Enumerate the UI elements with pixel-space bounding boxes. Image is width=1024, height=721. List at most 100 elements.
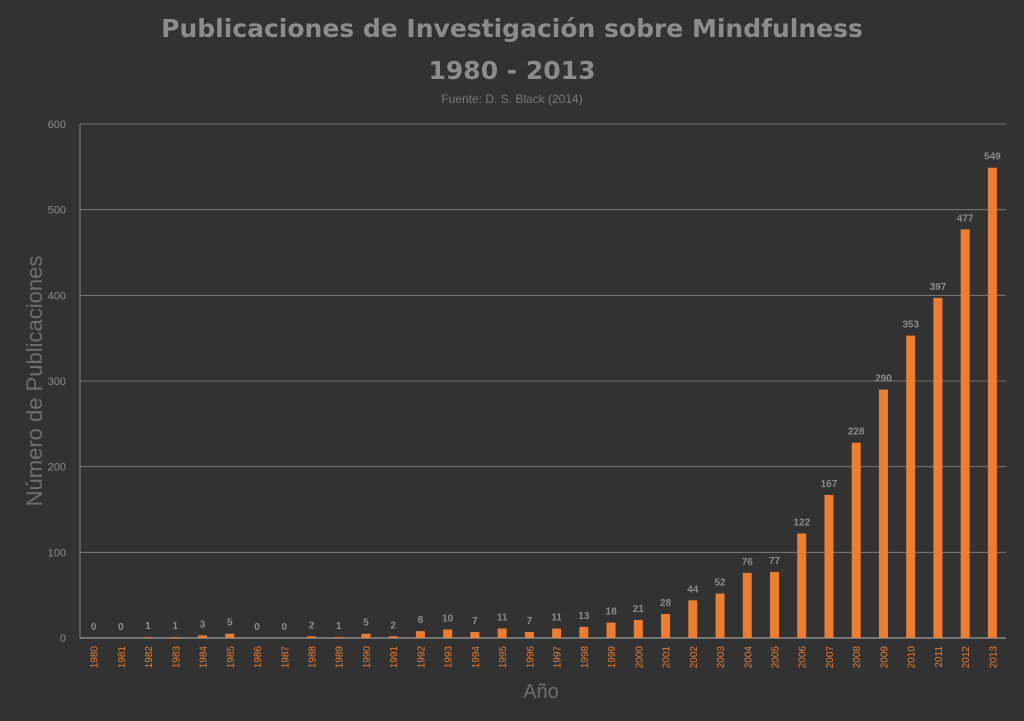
bar	[334, 637, 344, 638]
data-label: 549	[984, 152, 1001, 163]
x-tick-label: 1986	[253, 646, 264, 669]
x-tick-label: 2002	[689, 646, 700, 669]
bar	[443, 629, 453, 638]
bar	[770, 572, 779, 638]
bar	[960, 229, 970, 638]
bar	[661, 614, 671, 638]
data-label: 44	[687, 584, 699, 595]
bar	[198, 635, 208, 638]
data-label: 76	[742, 557, 754, 568]
x-tick-label: 1999	[607, 646, 618, 669]
data-label: 7	[527, 616, 533, 627]
x-tick-label: 2010	[907, 646, 918, 669]
y-tick-label: 0	[60, 633, 66, 645]
bar	[742, 572, 752, 638]
data-label: 353	[902, 320, 919, 331]
data-label: 8	[418, 615, 424, 626]
x-tick-label: 1987	[280, 646, 291, 669]
data-label: 2	[390, 620, 396, 631]
data-label: 28	[660, 598, 672, 609]
bar	[933, 297, 943, 638]
bar	[906, 335, 916, 638]
x-axis-title: Año	[523, 681, 559, 703]
data-label: 3	[200, 619, 206, 630]
x-tick-label: 1983	[171, 646, 182, 669]
chart-title: Publicaciones de Investigación sobre Min…	[161, 14, 863, 43]
y-tick-label: 400	[48, 290, 66, 302]
bar	[633, 620, 643, 638]
bar	[824, 494, 834, 638]
x-tick-label: 2005	[771, 646, 782, 669]
x-tick-label: 1989	[335, 646, 346, 669]
data-label: 21	[633, 604, 645, 615]
data-label: 290	[875, 374, 892, 385]
bar	[987, 167, 997, 638]
y-tick-label: 300	[48, 376, 66, 388]
bar	[524, 632, 534, 638]
x-tick-label: 1991	[389, 646, 400, 669]
data-label: 52	[714, 577, 726, 588]
y-tick-label: 500	[48, 205, 66, 217]
bar	[851, 442, 861, 638]
y-tick-label: 600	[48, 119, 66, 131]
y-axis-title: Número de Publicaciones	[22, 256, 47, 507]
x-tick-label: 1990	[362, 646, 373, 669]
x-tick-label: 2012	[961, 646, 972, 669]
data-label: 2	[309, 620, 315, 631]
data-label: 1	[145, 621, 151, 632]
x-tick-label: 2011	[934, 646, 945, 668]
bar	[579, 626, 589, 638]
bar	[497, 628, 507, 638]
bar	[225, 633, 235, 638]
bar	[878, 389, 888, 638]
bar	[388, 636, 398, 638]
data-label: 477	[957, 213, 974, 224]
x-tick-label: 1984	[199, 646, 210, 669]
x-tick-label: 1997	[553, 646, 564, 669]
data-label: 7	[472, 616, 478, 627]
bar	[552, 628, 562, 638]
data-label: 13	[578, 611, 590, 622]
data-label: 77	[769, 556, 781, 567]
bar	[307, 636, 316, 638]
x-tick-label: 2013	[988, 646, 999, 669]
bar	[470, 632, 480, 638]
x-tick-label: 1992	[416, 646, 427, 669]
bar	[361, 633, 371, 638]
data-label: 11	[497, 613, 508, 624]
x-tick-label: 1982	[144, 646, 155, 669]
x-tick-label: 2008	[852, 646, 863, 669]
bar	[415, 631, 425, 638]
data-label: 1	[173, 621, 179, 632]
x-tick-label: 1998	[580, 646, 591, 669]
bar	[688, 600, 698, 638]
x-tick-label: 2007	[825, 646, 836, 669]
x-tick-label: 1980	[90, 646, 101, 669]
x-tick-label: 2000	[634, 646, 645, 669]
data-label: 397	[930, 282, 947, 293]
data-label: 122	[793, 517, 810, 528]
y-tick-label: 200	[48, 462, 66, 474]
data-label: 5	[363, 618, 369, 629]
x-tick-label: 1994	[471, 646, 482, 669]
data-label: 228	[848, 427, 865, 438]
x-tick-label: 2006	[798, 646, 809, 669]
data-label: 1	[336, 621, 342, 632]
x-tick-label: 2004	[743, 646, 754, 669]
data-label: 0	[281, 622, 287, 633]
bar	[143, 637, 153, 638]
x-tick-label: 1981	[117, 646, 128, 669]
data-label: 10	[442, 613, 454, 624]
data-label: 0	[91, 622, 97, 633]
x-tick-label: 1985	[226, 646, 237, 669]
bar	[715, 593, 725, 638]
data-label: 11	[551, 613, 562, 624]
bar	[606, 622, 616, 638]
x-tick-label: 1993	[444, 646, 455, 669]
bar	[170, 637, 180, 638]
data-label: 167	[821, 479, 838, 490]
x-tick-label: 1988	[308, 646, 319, 669]
data-label: 0	[254, 622, 260, 633]
